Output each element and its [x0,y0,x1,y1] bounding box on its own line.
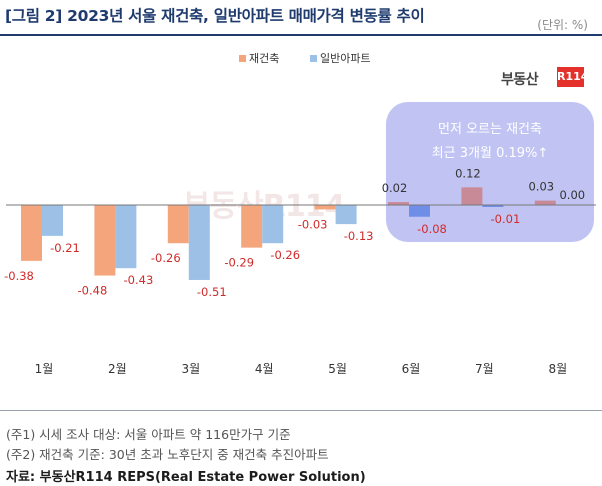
bar-rebuild-5 [314,205,336,210]
legend-swatch-0 [239,55,246,62]
bar-general-3 [188,205,210,280]
data-labels: -0.38 -0.21 -0.48 -0.43 -0.26 -0.51 -0.29 -0.26… [4,166,585,299]
data-label-general-1: -0.21 [50,241,80,255]
footnote-1: (주1) 시세 조사 대상: 서울 아파트 약 116만가구 기준 [6,427,291,442]
bar-rebuild-3 [167,205,189,244]
bar-general-1 [42,205,63,236]
data-label-rebuild-8: 0.03 [528,180,554,194]
footnote-2: (주2) 재건축 기준: 30년 초과 노후단지 중 재건축 추진아파트 [6,447,329,462]
bar-rebuild-1 [21,205,42,261]
category-label-7: 7월 [475,362,494,376]
data-label-general-3: -0.51 [197,285,227,299]
bar-rebuild-8 [534,200,556,205]
bar-rebuild-2 [94,205,116,276]
legend-label-1: 일반아파트 [320,51,371,65]
logo-badge: R114 [557,67,588,87]
category-label-5: 5월 [328,362,347,376]
category-label-1: 1월 [35,362,54,376]
category-label-6: 6월 [402,362,421,376]
category-label-3: 3월 [181,362,200,376]
category-label-8: 8월 [548,362,567,376]
legend-swatch-1 [310,55,317,62]
source-note: 자료: 부동산R114 REPS(Real Estate Power Solut… [6,470,366,485]
bars [21,187,556,280]
bar-general-5 [335,205,357,225]
data-label-general-4: -0.26 [270,248,300,262]
category-labels: 1월 2월 3월 4월 5월 6월 7월 8월 [35,362,567,376]
data-label-general-2: -0.43 [124,273,154,287]
data-label-rebuild-3: -0.26 [151,251,181,265]
data-label-rebuild-4: -0.29 [224,256,254,270]
data-label-rebuild-7: 0.12 [455,166,481,180]
data-label-general-8: 0.00 [559,188,585,202]
data-label-general-6: -0.08 [417,222,447,236]
unit-label: (단위: %) [537,18,588,32]
title-divider [0,34,602,36]
data-label-general-5: -0.13 [344,229,374,243]
data-label-general-7: -0.01 [491,212,521,226]
bar-chart: 재건축 일반아파트 -0.38-0.21-0.48-0.43-0.26-0.51-… [4,51,596,376]
legend-label-0: 재건축 [249,52,279,65]
chart-title: [그림 2] 2023년 서울 재건축, 일반아파트 매매가격 변동률 추이 [5,7,425,25]
data-label-rebuild-5: -0.03 [298,217,328,231]
bar-rebuild-6 [388,202,409,205]
bar-rebuild-7 [461,187,483,205]
bar-general-6 [409,205,430,217]
data-label-rebuild-1: -0.38 [4,269,34,283]
brand-logo: 부동산 R114 [501,63,588,91]
legend: 재건축 일반아파트 [239,51,371,65]
category-label-4: 4월 [255,362,274,376]
category-label-2: 2월 [108,362,127,376]
data-label-rebuild-6: 0.02 [382,181,408,195]
callout-line-2: 최근 3개월 0.19%↑ [431,146,549,161]
bar-rebuild-4 [241,205,263,248]
footer-divider [0,410,602,411]
callout-line-1: 먼저 오르는 재건축 [438,122,542,137]
data-label-rebuild-2: -0.48 [78,284,108,298]
callout-box: 먼저 오르는 재건축 최근 3개월 0.19%↑ [386,102,594,242]
bar-general-7 [482,205,504,207]
bar-general-4 [262,205,284,244]
bar-general-2 [115,205,137,269]
logo-text: 부동산 [501,72,539,88]
